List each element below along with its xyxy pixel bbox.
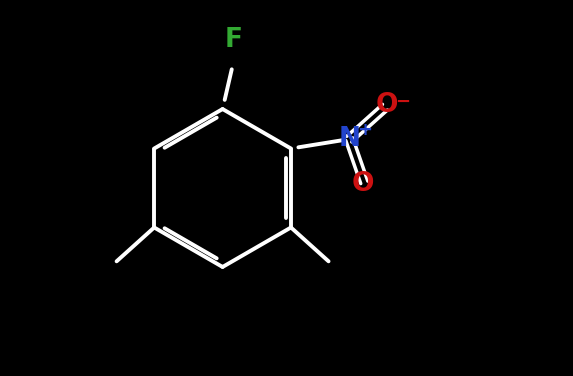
- Text: O: O: [351, 171, 374, 197]
- Text: O: O: [375, 92, 398, 118]
- Text: +: +: [358, 121, 372, 139]
- Text: −: −: [395, 92, 411, 111]
- Text: N: N: [338, 126, 360, 152]
- Text: F: F: [225, 27, 243, 53]
